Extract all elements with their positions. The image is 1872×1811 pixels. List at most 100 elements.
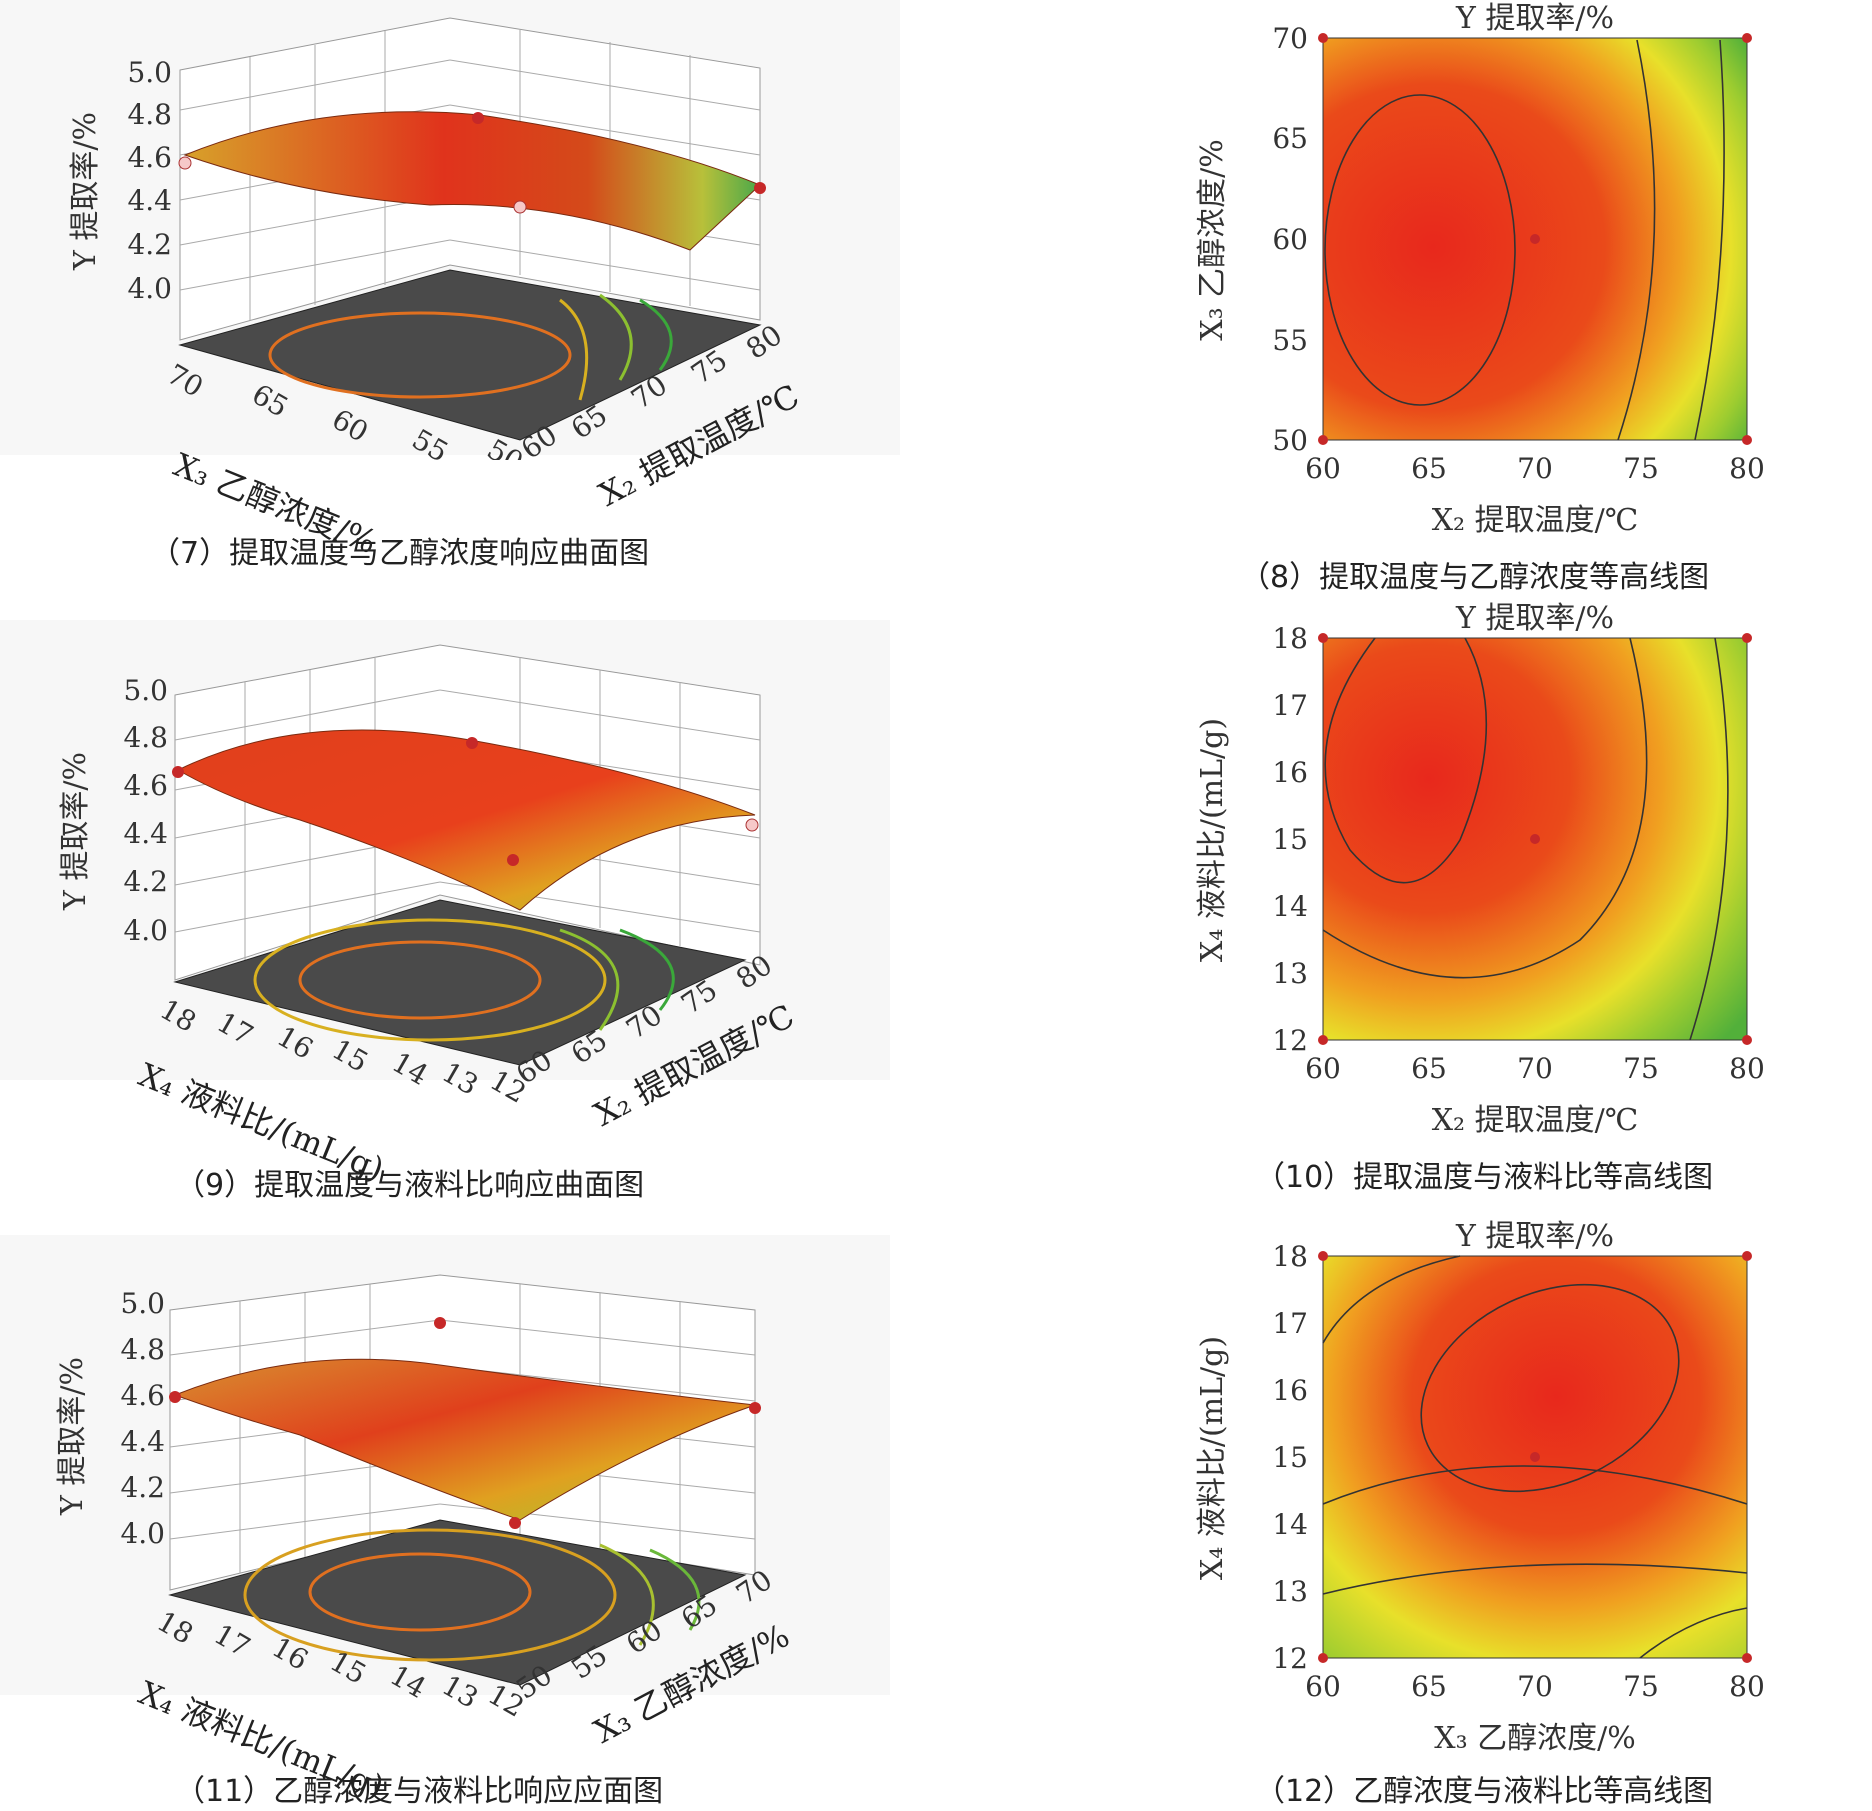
- caption-7: （7）提取温度与乙醇浓度响应曲面图: [150, 536, 650, 571]
- contour-lines: [1322, 637, 1729, 1041]
- svg-text:65: 65: [1411, 452, 1447, 485]
- svg-text:65: 65: [1411, 1052, 1447, 1085]
- floor-contours: [243, 1528, 701, 1662]
- design-points: [172, 737, 759, 866]
- y-tick-labels: 50 55 60 65 70: [1272, 22, 1308, 457]
- y-tick-labels: 12 13 14 15 16 17 18: [1272, 1240, 1308, 1675]
- svg-text:4.0: 4.0: [120, 1517, 165, 1550]
- svg-text:80: 80: [1729, 452, 1765, 485]
- svg-text:12: 12: [1272, 1024, 1308, 1057]
- svg-text:4.8: 4.8: [123, 721, 168, 754]
- y-axis-label: X₄ 液料比/(mL/g): [1195, 1336, 1230, 1580]
- y-axis-label: X₃ 乙醇浓度/%: [1195, 139, 1230, 341]
- svg-text:70: 70: [1272, 22, 1308, 55]
- svg-text:75: 75: [1623, 452, 1659, 485]
- svg-text:60: 60: [1272, 223, 1308, 256]
- svg-text:55: 55: [1272, 324, 1308, 357]
- svg-text:80: 80: [1729, 1670, 1765, 1703]
- svg-text:60: 60: [1305, 452, 1341, 485]
- z-axis-label: Y 提取率/%: [58, 752, 93, 911]
- svg-text:13: 13: [1272, 1575, 1308, 1608]
- contour-panel-12: 12 13 14 15 16 17 18 60 65 70 75 80 Y 提取…: [990, 1218, 1872, 1811]
- caption-12: （12）乙醇浓度与液料比等高线图: [1255, 1774, 1714, 1809]
- svg-text:17: 17: [1272, 689, 1308, 722]
- svg-text:4.8: 4.8: [120, 1333, 165, 1366]
- floor-contours: [253, 918, 675, 1042]
- svg-text:70: 70: [1517, 1670, 1553, 1703]
- svg-text:18: 18: [1272, 622, 1308, 655]
- svg-text:4.4: 4.4: [120, 1425, 165, 1458]
- caption-8: （8）提取温度与乙醇浓度等高线图: [1240, 560, 1710, 595]
- contour-title: Y 提取率/%: [1455, 1219, 1614, 1254]
- x-axis-label: X₂ 提取温度/℃: [1432, 503, 1639, 538]
- contour-plot-10: 12 13 14 15 16 17 18 60 65 70 75 80 Y 提取…: [1195, 601, 1765, 1138]
- x-tick-labels: 60 65 70 75 80: [1305, 1670, 1765, 1703]
- z-axis-label: Y 提取率/%: [68, 112, 103, 271]
- svg-text:4.0: 4.0: [127, 272, 172, 305]
- svg-text:12: 12: [1272, 1642, 1308, 1675]
- svg-text:4.4: 4.4: [123, 817, 168, 850]
- z-tick-labels: 5.0 4.8 4.6 4.4 4.2 4.0: [120, 1287, 165, 1550]
- design-points: [169, 1317, 761, 1529]
- surface-plot-11: 5.0 4.8 4.6 4.4 4.2 4.0 Y 提取率/% 18 17 16…: [0, 1235, 890, 1724]
- svg-text:18: 18: [1272, 1240, 1308, 1273]
- y-tick-labels: 12 13 14 15 16 17 18: [1272, 622, 1308, 1057]
- svg-text:70: 70: [1517, 1052, 1553, 1085]
- surface-plot-7: 5.0 4.8 4.6 4.4 4.2 4.0 Y 提取率/% 70 65 60…: [0, 0, 900, 479]
- surface-panel-7: 5.0 4.8 4.6 4.4 4.2 4.0 Y 提取率/% 70 65 60…: [0, 0, 900, 479]
- design-points: [1318, 1251, 1752, 1663]
- svg-text:50: 50: [1272, 424, 1308, 457]
- contour-lines: [1322, 1255, 1748, 1659]
- x-axis-label: X₂ 提取温度/℃: [1432, 1103, 1639, 1138]
- svg-text:16: 16: [1272, 1374, 1308, 1407]
- surface-panel-11: 5.0 4.8 4.6 4.4 4.2 4.0 Y 提取率/% 18 17 16…: [0, 1235, 900, 1755]
- design-points: [178, 112, 766, 214]
- contour-plot-8: 50 55 60 65 70 60 65 70 75 80 Y 提取率/% X₂…: [1195, 1, 1765, 538]
- response-surface: [173, 1358, 756, 1521]
- contour-title: Y 提取率/%: [1455, 1, 1614, 36]
- x-tick-labels: 60 65 70 75 80: [1305, 452, 1765, 485]
- svg-text:5.0: 5.0: [120, 1287, 165, 1320]
- svg-text:4.4: 4.4: [127, 184, 172, 217]
- svg-text:4.6: 4.6: [127, 141, 172, 174]
- svg-text:65: 65: [1272, 122, 1308, 155]
- svg-text:75: 75: [1623, 1670, 1659, 1703]
- svg-text:14: 14: [1272, 890, 1308, 923]
- contour-title: Y 提取率/%: [1455, 601, 1614, 636]
- svg-text:15: 15: [1272, 823, 1308, 856]
- svg-text:13: 13: [1272, 957, 1308, 990]
- caption-10: （10）提取温度与液料比等高线图: [1255, 1160, 1714, 1195]
- y-axis-label: X₄ 液料比/(mL/g): [1195, 718, 1230, 962]
- svg-text:16: 16: [1272, 756, 1308, 789]
- svg-text:70: 70: [1517, 452, 1553, 485]
- svg-text:65: 65: [1411, 1670, 1447, 1703]
- contour-panel-8: 50 55 60 65 70 60 65 70 75 80 Y 提取率/% X₂…: [990, 0, 1872, 600]
- response-surface: [176, 729, 756, 911]
- svg-text:60: 60: [1305, 1052, 1341, 1085]
- z-tick-labels: 5.0 4.8 4.6 4.4 4.2 4.0: [123, 674, 168, 947]
- caption-9: （9）提取温度与液料比响应曲面图: [175, 1168, 645, 1203]
- contour-panel-10: 12 13 14 15 16 17 18 60 65 70 75 80 Y 提取…: [990, 600, 1872, 1200]
- surface-plot-9: 5.0 4.8 4.6 4.4 4.2 4.0 Y 提取率/% 18 17 16…: [0, 620, 890, 1110]
- svg-text:80: 80: [1729, 1052, 1765, 1085]
- svg-text:14: 14: [1272, 1508, 1308, 1541]
- contour-lines: [1324, 39, 1725, 441]
- x-tick-labels: 60 65 70 75 80: [1305, 1052, 1765, 1085]
- svg-text:4.8: 4.8: [127, 98, 172, 131]
- svg-text:5.0: 5.0: [127, 56, 172, 89]
- svg-text:4.2: 4.2: [127, 228, 172, 261]
- contour-plot-12: 12 13 14 15 16 17 18 60 65 70 75 80 Y 提取…: [1195, 1219, 1765, 1756]
- surface-panel-9: 5.0 4.8 4.6 4.4 4.2 4.0 Y 提取率/% 18 17 16…: [0, 620, 900, 1140]
- z-axis-label: Y 提取率/%: [55, 1357, 90, 1516]
- svg-text:60: 60: [1305, 1670, 1341, 1703]
- svg-text:4.2: 4.2: [123, 865, 168, 898]
- svg-text:4.6: 4.6: [120, 1379, 165, 1412]
- floor-contours: [268, 293, 673, 401]
- svg-text:75: 75: [1623, 1052, 1659, 1085]
- svg-text:17: 17: [1272, 1307, 1308, 1340]
- design-points: [1318, 33, 1752, 445]
- svg-text:4.2: 4.2: [120, 1471, 165, 1504]
- x-axis-label: X₃ 乙醇浓度/%: [1434, 1721, 1636, 1756]
- svg-text:5.0: 5.0: [123, 674, 168, 707]
- svg-text:4.6: 4.6: [123, 769, 168, 802]
